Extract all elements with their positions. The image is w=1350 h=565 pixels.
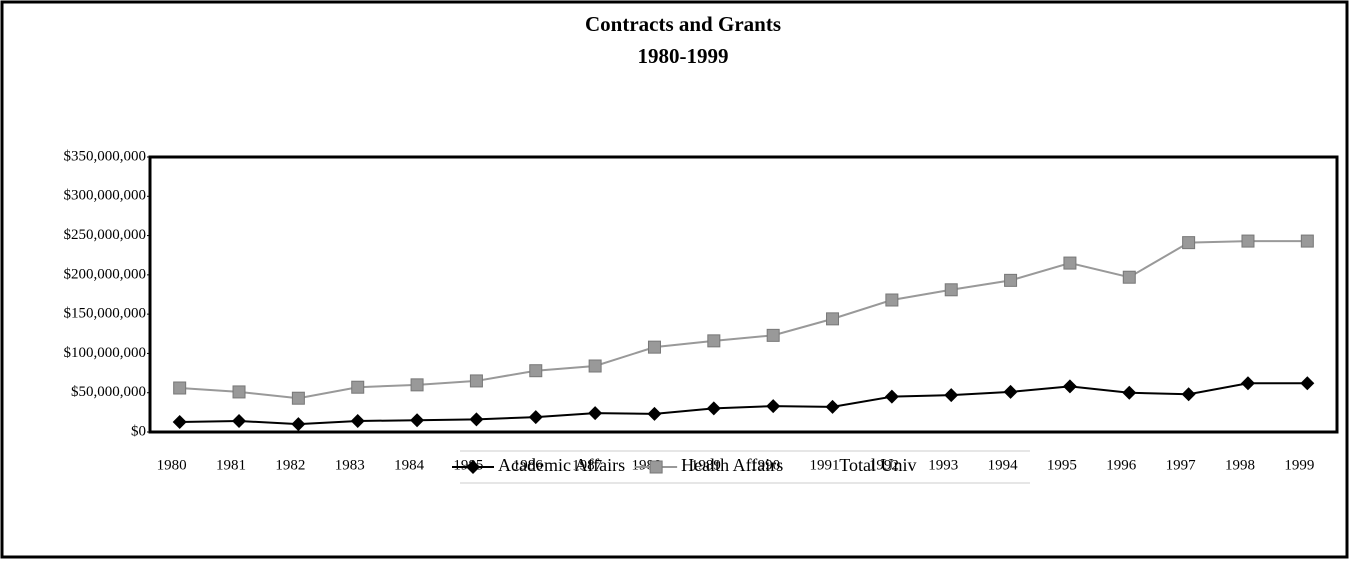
point <box>1003 384 1018 399</box>
point <box>469 374 483 388</box>
point <box>766 328 780 342</box>
x-tick-label: 1999 <box>1284 457 1314 473</box>
x-tick-label: 1982 <box>275 457 305 473</box>
x-tick-label: 1990 <box>750 457 780 473</box>
point <box>944 283 958 297</box>
point <box>410 378 424 392</box>
point <box>232 385 246 399</box>
legend-label: Total Univ <box>839 455 916 475</box>
chart-subtitle: 1980-1999 <box>638 44 729 68</box>
point <box>1122 385 1137 400</box>
point <box>1300 234 1314 248</box>
x-tick-label: 1998 <box>1225 457 1255 473</box>
legend-label: Academic Affairs <box>498 455 625 475</box>
y-tick-label: $50,000,000 <box>71 384 146 400</box>
x-tick-label: 1991 <box>810 457 840 473</box>
y-tick-label: $150,000,000 <box>64 306 147 322</box>
x-tick-label: 1992 <box>869 457 899 473</box>
x-tick-label: 1993 <box>928 457 958 473</box>
point <box>647 406 662 421</box>
x-tick-label: 1994 <box>988 457 1019 473</box>
point <box>884 389 899 404</box>
point <box>944 388 959 403</box>
y-tick-label: $200,000,000 <box>64 266 147 282</box>
point <box>766 399 781 414</box>
point <box>588 359 602 373</box>
point <box>1240 376 1255 391</box>
y-tick-label: $350,000,000 <box>64 148 147 164</box>
series-line <box>179 382 1308 426</box>
x-tick-label: 1984 <box>394 457 425 473</box>
point <box>291 391 305 405</box>
point <box>466 460 480 474</box>
point <box>1241 234 1255 248</box>
point <box>1182 236 1196 250</box>
point <box>173 381 187 395</box>
point <box>1122 270 1136 284</box>
chart-title: Contracts and Grants <box>585 12 781 36</box>
x-tick-label: 1986 <box>513 457 544 473</box>
point <box>1300 376 1315 391</box>
point <box>588 406 603 421</box>
point <box>825 399 840 414</box>
y-tick-label: $300,000,000 <box>64 188 147 204</box>
point <box>232 414 247 428</box>
x-tick-label: 1987 <box>572 457 603 473</box>
point <box>1181 387 1196 402</box>
point <box>1062 379 1077 394</box>
series-line <box>179 240 1308 400</box>
point <box>707 334 721 348</box>
x-tick-label: 1995 <box>1047 457 1077 473</box>
point <box>351 380 365 394</box>
x-tick-label: 1997 <box>1166 457 1197 473</box>
x-tick-label: 1981 <box>216 457 246 473</box>
x-tick-label: 1996 <box>1106 457 1137 473</box>
point <box>529 364 543 378</box>
point <box>410 413 425 428</box>
plot-area <box>148 155 1339 434</box>
point <box>350 414 365 428</box>
x-tick-label: 1989 <box>691 457 721 473</box>
point <box>706 401 721 416</box>
y-tick-label: $0 <box>131 423 146 439</box>
point <box>885 293 899 307</box>
x-tick-label: 1983 <box>335 457 365 473</box>
y-tick-label: $250,000,000 <box>64 227 147 243</box>
point <box>1063 256 1077 270</box>
legend-label: Health Affairs <box>681 455 783 475</box>
point <box>826 312 840 326</box>
point <box>469 412 484 427</box>
point <box>291 417 306 432</box>
point <box>649 460 663 474</box>
x-tick-label: 1980 <box>157 457 187 473</box>
y-tick-label: $100,000,000 <box>64 345 147 361</box>
point <box>1004 273 1018 287</box>
point <box>172 415 187 430</box>
point <box>647 340 661 354</box>
point <box>528 410 543 425</box>
